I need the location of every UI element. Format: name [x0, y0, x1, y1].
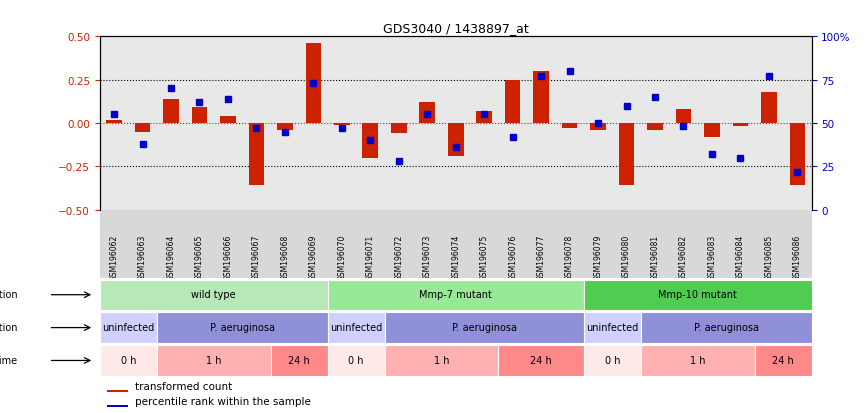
Bar — [100, 346, 157, 376]
Text: P. aeruginosa: P. aeruginosa — [694, 322, 759, 332]
Bar — [641, 346, 754, 376]
Bar — [107, 405, 128, 407]
Bar — [733, 124, 748, 127]
Bar — [334, 124, 350, 126]
Bar — [533, 72, 549, 124]
Text: 24 h: 24 h — [530, 355, 552, 365]
Bar — [220, 117, 236, 124]
Bar — [100, 313, 157, 343]
Text: 0 h: 0 h — [604, 355, 620, 365]
Bar — [419, 103, 435, 124]
Bar — [106, 120, 122, 124]
Bar — [590, 124, 606, 131]
Bar — [100, 280, 327, 310]
Text: 1 h: 1 h — [206, 355, 221, 365]
Bar — [641, 313, 812, 343]
Text: wild type: wild type — [191, 290, 236, 299]
Text: genotype/variation: genotype/variation — [0, 290, 18, 299]
Bar — [363, 124, 378, 158]
Text: 24 h: 24 h — [773, 355, 794, 365]
Text: uninfected: uninfected — [102, 322, 155, 332]
Bar — [754, 346, 812, 376]
Bar — [385, 346, 498, 376]
Text: time: time — [0, 355, 18, 365]
Bar — [477, 112, 492, 124]
Bar — [505, 81, 521, 124]
Text: transformed count: transformed count — [135, 381, 233, 391]
Bar — [619, 124, 635, 186]
Text: uninfected: uninfected — [330, 322, 382, 332]
Bar — [157, 346, 271, 376]
Text: 1 h: 1 h — [690, 355, 706, 365]
Bar — [704, 124, 720, 138]
Bar — [675, 110, 691, 124]
Text: P. aeruginosa: P. aeruginosa — [451, 322, 516, 332]
Bar — [584, 280, 812, 310]
Text: 1 h: 1 h — [434, 355, 450, 365]
Bar — [761, 93, 777, 124]
Bar — [584, 313, 641, 343]
Bar — [790, 124, 806, 186]
Bar — [584, 346, 641, 376]
Text: 0 h: 0 h — [121, 355, 136, 365]
Text: Mmp-10 mutant: Mmp-10 mutant — [658, 290, 737, 299]
Bar — [327, 280, 584, 310]
Text: infection: infection — [0, 322, 18, 332]
Bar — [327, 313, 385, 343]
Bar — [248, 124, 264, 186]
Bar — [306, 44, 321, 124]
Bar — [107, 390, 128, 392]
Bar — [391, 124, 406, 134]
Bar — [157, 313, 327, 343]
Bar — [192, 108, 207, 124]
Bar — [385, 313, 584, 343]
Text: 24 h: 24 h — [288, 355, 310, 365]
Text: P. aeruginosa: P. aeruginosa — [210, 322, 274, 332]
Bar — [648, 124, 663, 131]
Title: GDS3040 / 1438897_at: GDS3040 / 1438897_at — [383, 21, 529, 35]
Text: uninfected: uninfected — [586, 322, 638, 332]
Text: 0 h: 0 h — [348, 355, 364, 365]
Bar — [135, 124, 150, 133]
Bar — [448, 124, 464, 157]
Bar — [327, 346, 385, 376]
Text: percentile rank within the sample: percentile rank within the sample — [135, 396, 312, 406]
Bar — [271, 346, 327, 376]
Bar — [163, 100, 179, 124]
Bar — [498, 346, 584, 376]
Text: Mmp-7 mutant: Mmp-7 mutant — [419, 290, 492, 299]
Bar — [562, 124, 577, 129]
Bar — [277, 124, 293, 131]
